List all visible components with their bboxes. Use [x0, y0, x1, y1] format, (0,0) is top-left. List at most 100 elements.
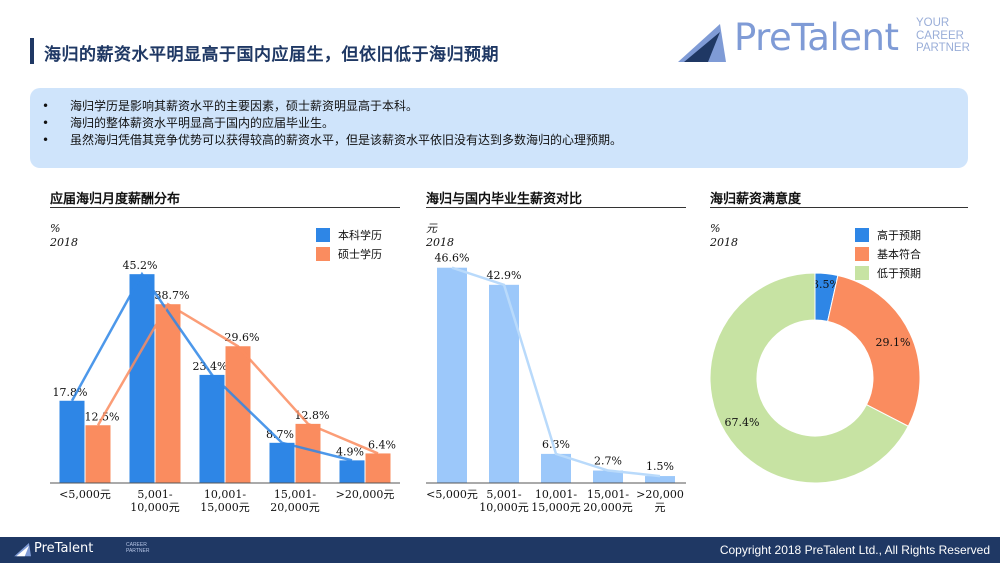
bar-domestic — [437, 267, 467, 483]
brand-logo: PreTalent YOUR CAREER PARTNER — [678, 14, 988, 64]
footer-tagline-line: CAREER — [126, 542, 147, 548]
slice-label: 29.1% — [876, 336, 911, 349]
logo-tagline-line: CAREER — [916, 29, 964, 42]
x-tick-label: 10,001- — [204, 488, 246, 501]
bar-master — [85, 425, 111, 483]
logo-tagline-line: YOUR — [916, 17, 950, 29]
page-title: 海归的薪资水平明显高于国内应届生，但依旧低于海归预期 — [44, 45, 499, 65]
summary-bullet: 海归的整体薪资水平明显高于国内的应届毕业生。 — [42, 115, 968, 132]
chart2-unit-label: 元 — [426, 222, 437, 235]
x-tick-label: 15,000元 — [200, 501, 250, 514]
data-label: 6.3% — [542, 438, 570, 451]
legend-label: 硕士学历 — [338, 247, 382, 261]
slice-label: 67.4% — [725, 416, 760, 429]
trend-line-master — [96, 302, 379, 455]
x-tick-label: 5,001- — [137, 488, 172, 501]
chart1-year-label: 2018 — [50, 236, 78, 249]
data-label: 8.7% — [266, 428, 294, 441]
chart1-legend: 本科学历 硕士学历 — [316, 225, 382, 263]
legend-swatch — [855, 227, 869, 242]
data-label: 45.2% — [123, 259, 158, 272]
legend-label: 基本符合 — [877, 247, 921, 261]
summary-box: 海归学历是影响其薪资水平的主要因素，硕士薪资明显高于本科。 海归的整体薪资水平明… — [30, 88, 968, 168]
x-tick-label: 20,000元 — [583, 501, 633, 514]
footer-tagline-line: PARTNER — [126, 547, 150, 554]
chart2-title-rule — [426, 207, 686, 208]
bar-domestic — [645, 476, 675, 483]
legend-item-lower: 低于预期 — [855, 263, 921, 282]
logo-tagline-line: PARTNER — [916, 42, 970, 54]
chart3-title: 海归薪资满意度 — [710, 192, 802, 207]
bar-bachelor — [199, 374, 225, 483]
title-accent-bar — [30, 38, 34, 64]
trend-line-domestic — [451, 266, 661, 478]
data-label: 46.6% — [435, 252, 470, 265]
legend-item-higher: 高于预期 — [855, 225, 921, 244]
x-tick-label: 15,000元 — [531, 501, 581, 514]
donut-slice — [814, 272, 839, 322]
x-tick-label: >20,000 — [636, 488, 684, 501]
summary-bullet: 虽然海归凭借其竞争优势可以获得较高的薪资水平，但是该薪资水平依旧没有达到多数海归… — [42, 132, 968, 149]
footer-logo-tagline: CAREER PARTNER — [126, 542, 150, 554]
data-label: 42.9% — [487, 269, 522, 282]
chart3-year-label: 2018 — [710, 236, 738, 249]
data-label: 38.7% — [155, 289, 190, 302]
chart3-title-rule — [710, 207, 968, 208]
legend-item-master: 硕士学历 — [316, 244, 382, 263]
donut-slice — [827, 274, 921, 427]
data-label: 4.9% — [336, 445, 364, 458]
bar-bachelor — [339, 460, 365, 483]
bar-bachelor — [129, 274, 155, 483]
logo-wordmark: PreTalent — [734, 16, 899, 59]
trend-line-bachelor — [70, 271, 353, 462]
bar-bachelor — [59, 400, 85, 483]
chart3-unit-label: % — [710, 222, 721, 235]
chart1-unit: % 2018 — [50, 222, 78, 250]
legend-label: 高于预期 — [877, 228, 921, 242]
x-tick-label: 10,000元 — [479, 501, 529, 514]
data-label: 17.8% — [53, 386, 88, 399]
x-tick-label: 元 — [655, 501, 666, 514]
bar-domestic — [489, 284, 519, 483]
legend-swatch — [316, 246, 330, 261]
bar-master — [225, 346, 251, 483]
legend-label: 低于预期 — [877, 266, 921, 280]
legend-label: 本科学历 — [338, 228, 382, 242]
legend-swatch — [316, 227, 330, 242]
bar-domestic — [593, 470, 623, 483]
legend-item-match: 基本符合 — [855, 244, 921, 263]
x-tick-label: <5,000元 — [59, 488, 111, 501]
chart2-unit: 元 2018 — [426, 222, 454, 250]
footer-logo-icon — [14, 543, 32, 557]
chart2-year-label: 2018 — [426, 236, 454, 249]
chart1-unit-label: % — [50, 222, 61, 235]
x-tick-label: 10,000元 — [130, 501, 180, 514]
x-tick-label: <5,000元 — [426, 488, 478, 501]
data-label: 12.8% — [295, 409, 330, 422]
x-tick-label: 15,001- — [587, 488, 629, 501]
data-label: 12.5% — [85, 410, 120, 423]
data-label: 1.5% — [646, 460, 674, 473]
chart2-title: 海归与国内毕业生薪资对比 — [426, 192, 583, 207]
chart3-unit: % 2018 — [710, 222, 738, 250]
x-tick-label: 5,001- — [486, 488, 521, 501]
bar-master — [155, 304, 181, 483]
slice-label: 3.5% — [812, 278, 840, 291]
legend-item-bachelor: 本科学历 — [316, 225, 382, 244]
data-label: 23.4% — [193, 360, 228, 373]
data-label: 29.6% — [225, 331, 260, 344]
chart1-title-rule — [50, 207, 400, 208]
bar-master — [365, 453, 391, 483]
footer-bar: PreTalent CAREER PARTNER Copyright 2018 … — [0, 537, 1000, 563]
x-tick-label: 15,001- — [274, 488, 316, 501]
footer-logo-wordmark: PreTalent — [34, 541, 94, 556]
bar-master — [295, 423, 321, 483]
data-label: 6.4% — [368, 438, 396, 451]
donut-slice — [709, 272, 909, 484]
data-label: 2.7% — [594, 455, 622, 468]
chart1-title: 应届海归月度薪酬分布 — [50, 192, 181, 207]
pretalent-logo-icon — [678, 24, 726, 62]
